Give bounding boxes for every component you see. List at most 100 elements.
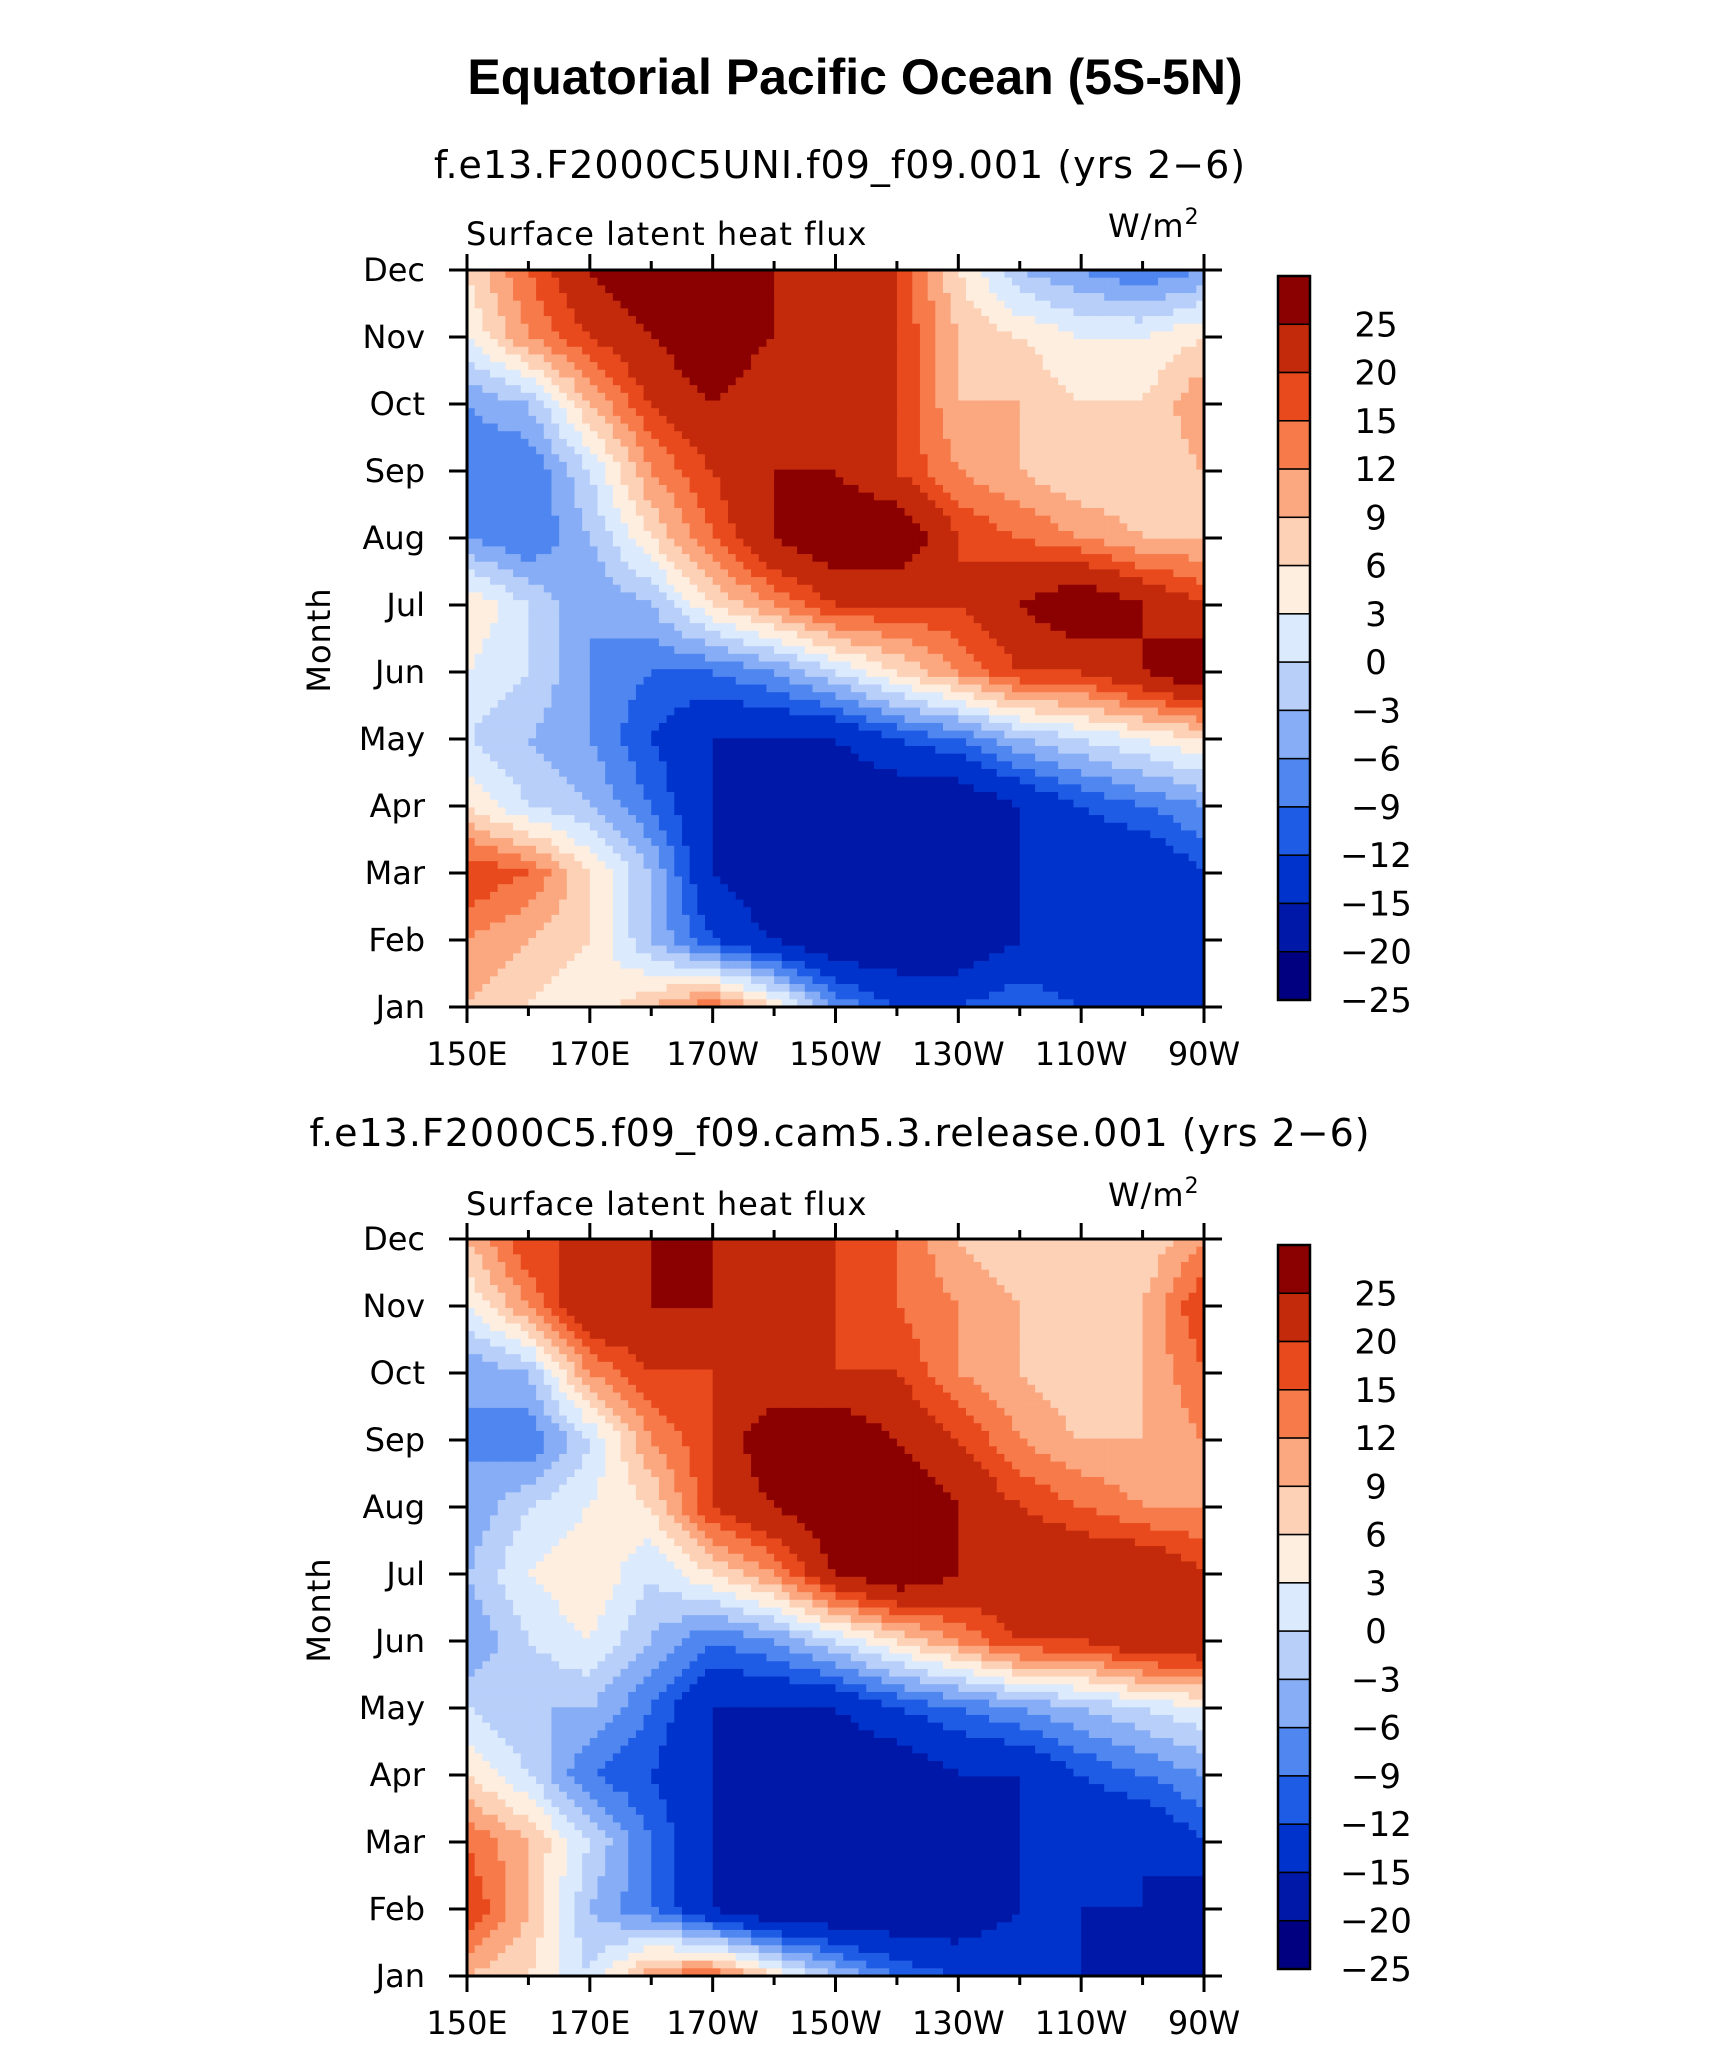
heat-cell xyxy=(666,339,675,348)
heat-cell xyxy=(873,423,883,432)
heat-cell xyxy=(651,469,660,478)
heat-cell xyxy=(1157,484,1167,494)
heat-cell xyxy=(1165,607,1174,617)
heat-cell xyxy=(559,277,568,286)
heat-cell xyxy=(1150,584,1159,594)
heat-cell xyxy=(966,308,975,317)
heat-cell xyxy=(497,507,506,517)
heat-cell xyxy=(889,300,898,309)
heat-cell xyxy=(950,331,959,340)
heat-cell xyxy=(950,385,959,394)
heat-cell xyxy=(1111,630,1121,640)
heat-cell xyxy=(1104,577,1113,586)
heat-cell xyxy=(482,461,491,471)
heat-cell xyxy=(1150,615,1159,624)
heat-cell xyxy=(520,415,530,425)
heat-cell xyxy=(1165,538,1174,547)
heat-cell xyxy=(858,385,867,394)
heat-cell xyxy=(704,638,714,647)
heat-cell xyxy=(1173,569,1182,578)
heat-cell xyxy=(1150,653,1159,663)
heat-cell xyxy=(873,584,883,594)
heat-cell xyxy=(620,277,629,286)
heat-cell xyxy=(827,423,837,432)
heat-cell xyxy=(574,577,583,586)
heat-cell xyxy=(643,477,652,486)
heat-cell xyxy=(981,431,990,440)
heat-cell xyxy=(789,577,798,586)
heat-cell xyxy=(712,615,721,624)
heat-cell xyxy=(1165,615,1174,624)
heat-cell xyxy=(551,339,560,348)
heat-cell xyxy=(904,438,913,448)
heat-cell xyxy=(528,377,537,386)
heat-cell xyxy=(1088,507,1098,517)
heat-cell xyxy=(597,500,606,509)
heat-cell xyxy=(973,354,982,363)
heat-cell xyxy=(1165,477,1174,486)
heat-cell xyxy=(728,461,737,471)
heat-cell xyxy=(781,500,791,509)
heat-cell xyxy=(835,477,844,486)
heat-cell xyxy=(774,607,783,617)
heat-cell xyxy=(866,507,875,517)
heat-cell xyxy=(735,569,744,578)
heat-cell xyxy=(927,354,936,363)
heat-cell xyxy=(1165,316,1174,325)
heat-cell xyxy=(520,339,530,348)
heat-cell xyxy=(697,431,706,440)
heat-cell xyxy=(866,600,875,609)
heat-cell xyxy=(896,615,906,624)
heat-cell xyxy=(681,293,691,302)
heat-cell xyxy=(942,400,952,409)
heat-cell xyxy=(620,584,629,594)
heat-cell xyxy=(612,385,622,394)
heat-cell xyxy=(966,369,975,379)
heat-cell xyxy=(1088,377,1098,386)
heat-cell xyxy=(1042,446,1052,455)
heat-cell xyxy=(635,531,645,540)
heat-cell xyxy=(513,438,522,448)
heat-cell xyxy=(658,400,668,409)
heat-cell xyxy=(520,461,530,471)
heat-cell xyxy=(712,431,721,440)
heat-cell xyxy=(996,392,1005,402)
heat-cell xyxy=(866,308,875,317)
heat-cell xyxy=(582,638,591,647)
heat-cell xyxy=(1004,630,1013,640)
heat-cell xyxy=(520,400,530,409)
heat-cell xyxy=(704,270,714,279)
heat-cell xyxy=(551,561,560,571)
heat-cell xyxy=(804,600,814,609)
heat-cell xyxy=(820,270,829,279)
heat-cell xyxy=(735,423,744,432)
heat-cell xyxy=(666,538,675,547)
heat-cell xyxy=(612,454,622,463)
heat-cell xyxy=(904,285,913,294)
heat-cell xyxy=(804,270,814,279)
heat-cell xyxy=(904,415,913,425)
heat-cell xyxy=(628,354,637,363)
heat-cell xyxy=(1188,638,1197,647)
heat-cell xyxy=(827,615,837,624)
heat-cell xyxy=(513,554,522,563)
heat-cell xyxy=(973,362,982,371)
heat-cell xyxy=(1027,339,1036,348)
heat-cell xyxy=(582,507,591,517)
heat-cell xyxy=(1050,285,1059,294)
heat-cell xyxy=(896,554,906,563)
heat-cell xyxy=(912,277,921,286)
heat-cell xyxy=(1081,507,1090,517)
heat-cell xyxy=(1119,331,1128,340)
heat-cell xyxy=(873,408,883,417)
heat-cell xyxy=(1157,531,1167,540)
heat-cell xyxy=(912,385,921,394)
heat-cell xyxy=(1042,523,1052,532)
heat-cell xyxy=(597,277,606,286)
heat-cell xyxy=(812,285,821,294)
heat-cell xyxy=(919,331,929,340)
heat-cell xyxy=(1180,484,1190,494)
heat-cell xyxy=(827,438,837,448)
heat-cell xyxy=(1073,293,1082,302)
heat-cell xyxy=(935,323,944,333)
